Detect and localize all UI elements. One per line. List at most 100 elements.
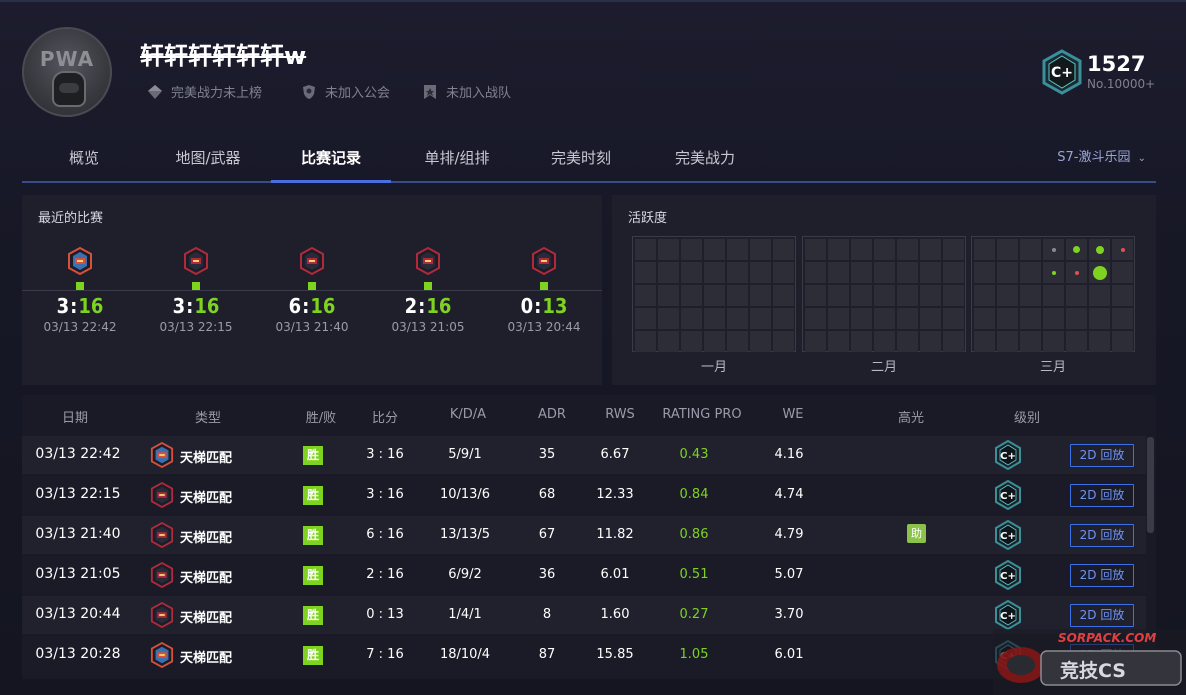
activity-month-mar bbox=[971, 236, 1135, 352]
month-label-jan: 一月 bbox=[700, 360, 727, 375]
row-adr: 35 bbox=[538, 447, 556, 462]
ladder-alt-icon bbox=[68, 246, 92, 276]
avatar[interactable]: PWA bbox=[22, 27, 112, 117]
activity-cell bbox=[750, 262, 771, 283]
activity-cell bbox=[727, 239, 748, 260]
season-select[interactable]: S7-激斗乐园 ⌄ bbox=[1057, 139, 1146, 178]
activity-cell bbox=[943, 285, 964, 306]
rank-icon-text: C+ bbox=[1000, 611, 1016, 622]
ladder-icon bbox=[150, 601, 174, 629]
replay-2d-button[interactable]: 2D 回放 bbox=[1070, 444, 1134, 467]
recent-match[interactable]: 0:13 03/13 20:44 bbox=[489, 246, 599, 334]
tab-match-history[interactable]: 比赛记录 bbox=[271, 139, 391, 183]
activity-cell bbox=[1089, 331, 1110, 352]
meta-guild-text: 未加入公会 bbox=[325, 86, 391, 101]
activity-cell bbox=[1112, 285, 1133, 306]
activity-cell bbox=[943, 262, 964, 283]
diamond-icon bbox=[148, 84, 162, 99]
table-row[interactable]: 03/13 20:28 天梯匹配 胜 7 : 16 18/10/4 87 15.85 1.05… bbox=[22, 636, 1146, 674]
tab-solo-group[interactable]: 单排/组排 bbox=[424, 149, 490, 167]
table-row[interactable]: 03/13 21:40 天梯匹配 胜 6 : 16 13/13/5 67 11.82 0.86… bbox=[22, 516, 1146, 554]
score-ours: 2 bbox=[404, 294, 418, 318]
activity-cell bbox=[997, 239, 1018, 260]
tab-perfect-moments[interactable]: 完美时刻 bbox=[550, 149, 611, 167]
header-kda: K/D/A bbox=[449, 407, 487, 422]
score-theirs: 16 bbox=[78, 294, 104, 318]
table-scrollbar[interactable] bbox=[1147, 437, 1154, 533]
recent-score: 3:16 bbox=[25, 294, 135, 318]
activity-cell bbox=[1066, 285, 1087, 306]
ladder-icon bbox=[416, 246, 440, 276]
activity-cell bbox=[1089, 262, 1110, 283]
timeline-line bbox=[22, 290, 602, 291]
replay-2d-button[interactable]: 2D 回放 bbox=[1070, 604, 1134, 627]
elo-rank: No.10000+ bbox=[1087, 77, 1156, 91]
ladder-icon bbox=[300, 246, 324, 276]
ladder-alt-icon bbox=[150, 441, 174, 469]
activity-cell bbox=[681, 331, 702, 352]
recent-match[interactable]: 6:16 03/13 21:40 bbox=[257, 246, 367, 334]
activity-cell bbox=[974, 331, 995, 352]
row-score: 3 : 16 bbox=[366, 487, 404, 502]
score-theirs: 16 bbox=[426, 294, 452, 318]
activity-cell bbox=[943, 239, 964, 260]
row-mode: 天梯匹配 bbox=[180, 571, 233, 586]
activity-cell bbox=[1020, 308, 1041, 329]
activity-cell bbox=[750, 239, 771, 260]
recent-match[interactable]: 3:16 03/13 22:42 bbox=[25, 246, 135, 334]
score-sep: : bbox=[418, 294, 426, 318]
activity-cell bbox=[1089, 285, 1110, 306]
row-mode: 天梯匹配 bbox=[180, 451, 233, 466]
score-ours: 0 bbox=[520, 294, 534, 318]
rank-badge-icon: C+ bbox=[1042, 49, 1082, 95]
activity-cell bbox=[773, 308, 794, 329]
row-highlight-badge[interactable]: 助 bbox=[907, 524, 926, 543]
activity-cell bbox=[851, 308, 872, 329]
activity-cell bbox=[704, 285, 725, 306]
table-row[interactable]: 03/13 21:05 天梯匹配 胜 2 : 16 6/9/2 36 6.01 0.51 5.0… bbox=[22, 556, 1146, 594]
table-row[interactable]: 03/13 22:15 天梯匹配 胜 3 : 16 10/13/6 68 12.33 0.84… bbox=[22, 476, 1146, 514]
activity-cell bbox=[920, 239, 941, 260]
rank-icon: C+ bbox=[995, 480, 1021, 510]
top-border bbox=[0, 0, 1186, 2]
activity-cell bbox=[897, 262, 918, 283]
activity-cell bbox=[635, 331, 656, 352]
activity-dot bbox=[1120, 247, 1125, 252]
activity-cell bbox=[851, 262, 872, 283]
tab-maps-weapons[interactable]: 地图/武器 bbox=[175, 149, 241, 167]
ladder-icon bbox=[532, 246, 556, 276]
score-ours: 6 bbox=[288, 294, 302, 318]
recent-match[interactable]: 3:16 03/13 22:15 bbox=[141, 246, 251, 334]
recent-time: 03/13 22:15 bbox=[159, 320, 233, 334]
activity-cell bbox=[897, 285, 918, 306]
header-adr: ADR bbox=[538, 407, 566, 422]
recent-match[interactable]: 2:16 03/13 21:05 bbox=[373, 246, 483, 334]
activity-cell bbox=[943, 331, 964, 352]
recent-time: 03/13 22:42 bbox=[43, 320, 117, 334]
replay-2d-button[interactable]: 2D 回放 bbox=[1070, 564, 1134, 587]
activity-cell bbox=[1020, 285, 1041, 306]
replay-2d-button[interactable]: 2D 回放 bbox=[1070, 524, 1134, 547]
activity-cell bbox=[750, 331, 771, 352]
row-date: 03/13 20:28 bbox=[35, 646, 121, 662]
activity-cell bbox=[1043, 239, 1064, 260]
timeline-dot bbox=[540, 282, 548, 290]
table-row[interactable]: 03/13 20:44 天梯匹配 胜 0 : 13 1/4/1 8 1.60 0.27 3.70… bbox=[22, 596, 1146, 634]
tab-overview[interactable]: 概览 bbox=[68, 149, 99, 167]
header-we: WE bbox=[782, 407, 804, 422]
activity-cell bbox=[997, 285, 1018, 306]
activity-cell bbox=[635, 308, 656, 329]
activity-cell bbox=[1089, 239, 1110, 260]
row-date: 03/13 20:44 bbox=[35, 606, 121, 622]
replay-2d-button[interactable]: 2D 回放 bbox=[1070, 484, 1134, 507]
row-we: 3.70 bbox=[774, 607, 804, 622]
row-rws: 11.82 bbox=[596, 527, 634, 542]
row-rating: 1.05 bbox=[679, 647, 709, 662]
tab-perfect-power[interactable]: 完美战力 bbox=[674, 149, 735, 167]
table-row[interactable]: 03/13 22:42 天梯匹配 胜 3 : 16 5/9/1 35 6.67 0.43 4.1… bbox=[22, 436, 1146, 474]
row-rws: 6.01 bbox=[600, 567, 630, 582]
ladder-alt-icon bbox=[150, 641, 174, 669]
activity-cell bbox=[635, 285, 656, 306]
header-highlight: 高光 bbox=[897, 411, 924, 426]
month-label-feb: 二月 bbox=[870, 360, 897, 375]
